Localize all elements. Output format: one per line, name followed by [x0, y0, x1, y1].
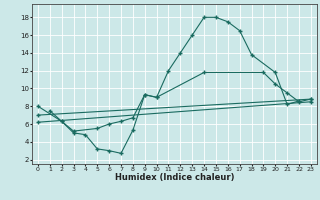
X-axis label: Humidex (Indice chaleur): Humidex (Indice chaleur): [115, 173, 234, 182]
